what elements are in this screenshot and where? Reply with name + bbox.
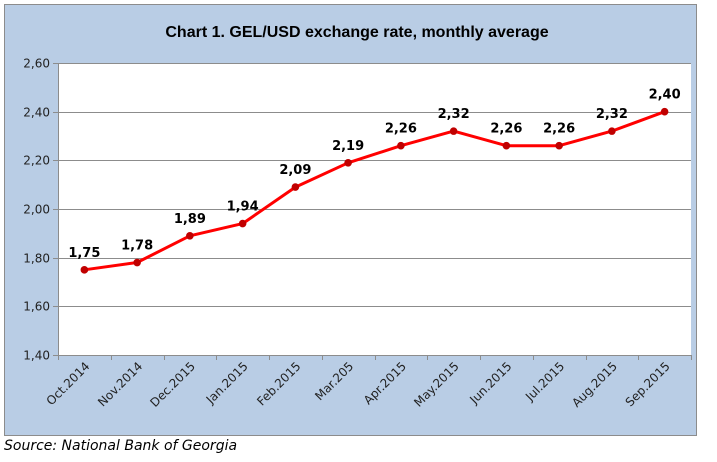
data-label: 2,40 <box>649 88 681 103</box>
y-tick-label: 2,00 <box>23 203 50 217</box>
data-point <box>397 141 405 150</box>
y-tick-label: 1,60 <box>23 300 50 314</box>
data-point <box>80 266 89 274</box>
data-point <box>660 107 669 116</box>
data-label: 2,26 <box>490 122 522 137</box>
series-line <box>84 110 666 272</box>
data-point <box>449 127 458 135</box>
data-label: 2,26 <box>543 122 575 137</box>
y-tick-label: 2,20 <box>23 154 50 168</box>
series-gel-usd <box>80 107 669 274</box>
data-point <box>238 219 247 228</box>
data-point <box>555 141 563 150</box>
data-point <box>608 127 616 135</box>
data-labels: 1,75 1,78 1,89 1,94 2,09 2,19 2,26 2,32 2,26 2,26… <box>68 88 680 261</box>
data-point <box>502 141 511 150</box>
data-label: 2,26 <box>385 122 417 137</box>
data-label: 2,32 <box>438 107 470 122</box>
source-note: Source: National Bank of Georgia <box>4 438 238 454</box>
data-label: 1,78 <box>121 239 153 254</box>
data-label: 1,89 <box>174 212 206 227</box>
data-label: 1,75 <box>68 246 100 261</box>
y-tick-label: 1,40 <box>23 349 50 363</box>
y-tick-label: 1,80 <box>23 252 50 266</box>
data-point <box>186 231 194 240</box>
chart: Chart 1. GEL/USD exchange rate, monthly … <box>4 4 697 436</box>
y-tick-label: 2,40 <box>23 106 50 120</box>
data-label: 2,19 <box>332 139 364 154</box>
y-tick-label: 2,60 <box>23 57 50 71</box>
gridlines <box>58 63 691 307</box>
data-label: 2,32 <box>596 107 628 122</box>
data-point <box>291 183 300 191</box>
axes <box>53 63 692 360</box>
chart-title: Chart 1. GEL/USD exchange rate, monthly … <box>165 24 548 41</box>
data-point <box>344 158 352 167</box>
data-point <box>133 258 141 267</box>
y-tick-labels: 1,40 1,60 1,80 2,00 2,20 2,40 2,60 <box>23 57 50 363</box>
data-label: 2,09 <box>279 163 311 178</box>
data-label: 1,94 <box>227 200 259 215</box>
